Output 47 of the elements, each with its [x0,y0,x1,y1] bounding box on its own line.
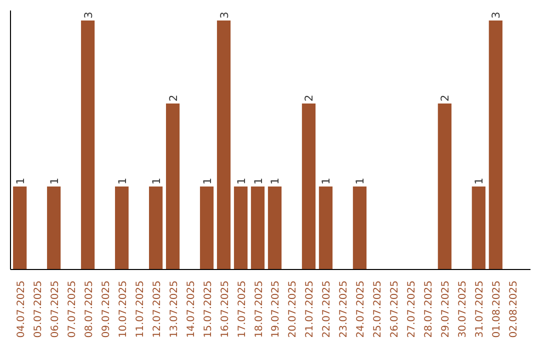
x-tick-label: 27.07.2025 [406,280,418,338]
data-label: 1 [116,178,129,184]
x-tick-label: 26.07.2025 [390,280,401,338]
x-tick-label: 10.07.2025 [118,280,129,338]
x-tick-label: 29.07.2025 [440,280,452,338]
data-label: 1 [472,178,486,184]
data-label: 2 [438,94,452,102]
data-label: 1 [48,178,61,184]
data-label: 1 [234,178,248,184]
data-label: 3 [490,12,503,18]
x-tick-label: 22.07.2025 [322,280,333,338]
data-label: 2 [166,94,180,102]
x-tick-label: 25.07.2025 [372,280,384,338]
x-tick-label: 09.07.2025 [100,280,112,338]
x-tick-label: 23.07.2025 [338,280,350,338]
x-tick-label: 07.07.2025 [66,280,78,338]
x-tick-label: 11.07.2025 [134,280,146,338]
data-label: 1 [320,178,333,184]
x-tick-label: 14.07.2025 [186,280,197,338]
data-label: 1 [252,178,265,184]
data-label: 1 [268,178,282,184]
x-tick-label: 08.07.2025 [84,280,95,338]
x-tick-label: 17.07.2025 [236,280,248,338]
x-tick-label: 01.08.2025 [492,280,503,338]
x-tick-label: 04.07.2025 [16,280,27,338]
x-tick-label: 15.07.2025 [202,280,214,338]
x-tick-label: 12.07.2025 [152,280,163,338]
data-label: 1 [200,178,214,184]
x-tick-label: 24.07.2025 [356,280,367,338]
x-tick-label: 06.07.2025 [50,280,61,338]
x-tick-label: 20.07.2025 [288,280,299,338]
data-label: 1 [150,178,163,184]
x-tick-label: 13.07.2025 [168,280,180,338]
data-label: 1 [14,178,27,184]
x-tick-label: 28.07.2025 [424,280,435,338]
x-tick-label: 19.07.2025 [270,280,282,338]
data-label: 3 [218,12,231,18]
data-label: 1 [354,178,367,184]
x-tick-label: 02.08.2025 [508,280,520,338]
x-tick-label: 05.07.2025 [32,280,44,338]
x-tick-label: 18.07.2025 [254,280,265,338]
data-label: 2 [302,94,316,102]
x-tick-label: 21.07.2025 [304,280,316,338]
x-tick-label: 31.07.2025 [474,280,486,338]
x-tick-label: 30.07.2025 [458,280,469,338]
data-label: 3 [82,12,95,18]
x-tick-label: 16.07.2025 [220,280,231,338]
